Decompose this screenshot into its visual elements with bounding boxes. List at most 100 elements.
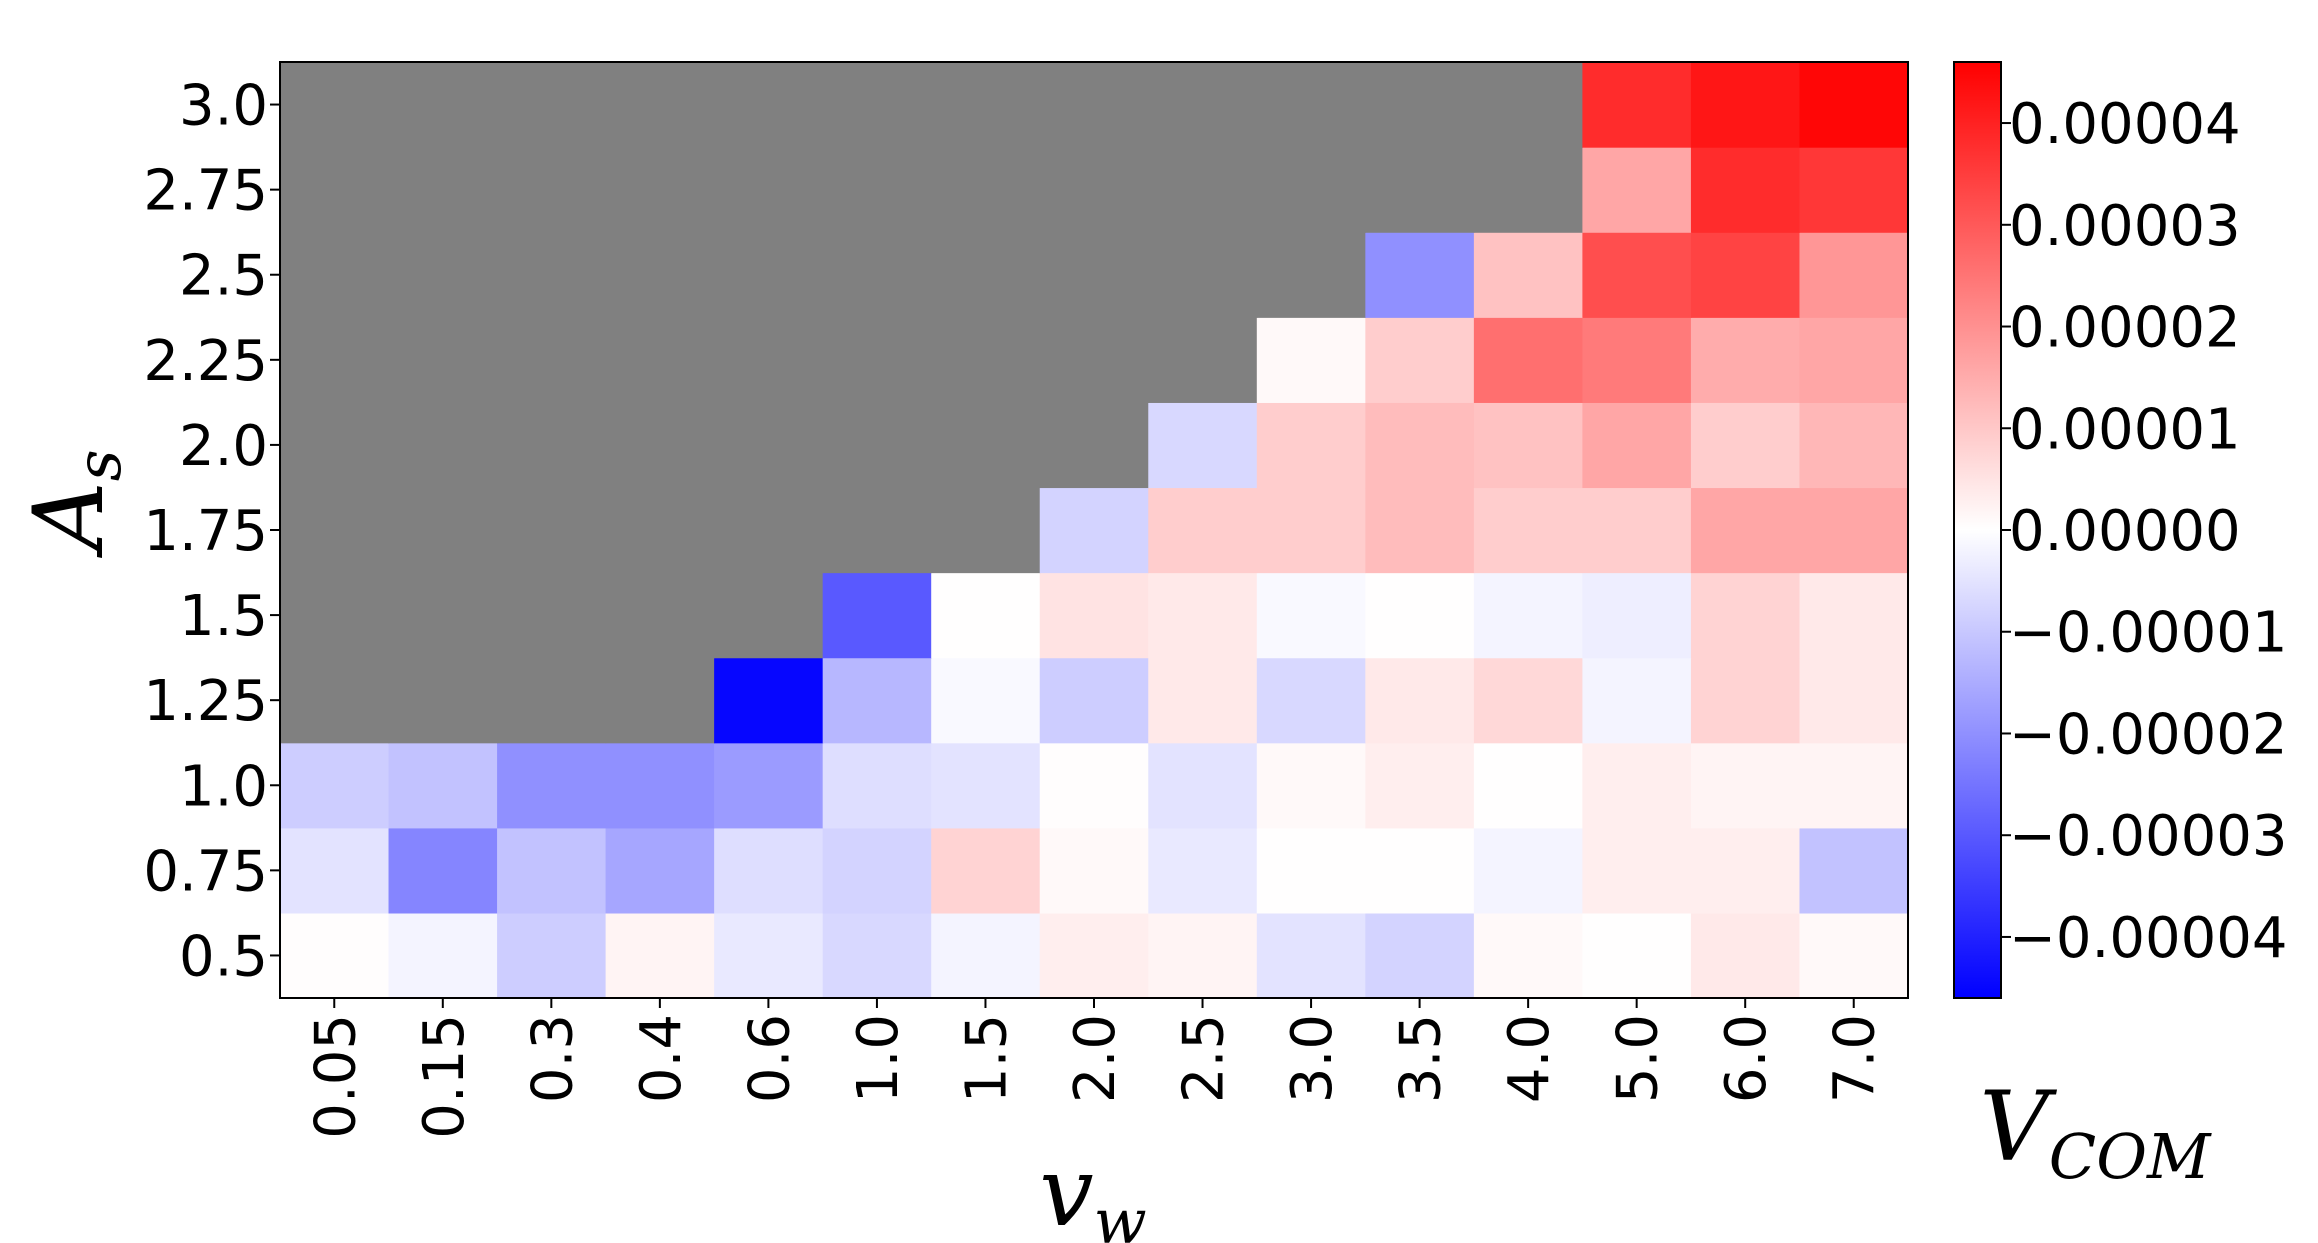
heatmap-cell: [280, 572, 390, 659]
heatmap-cell: [1148, 402, 1258, 489]
heatmap-cell: [497, 657, 607, 744]
heatmap-cell: [1582, 487, 1692, 574]
heatmap-cell: [1365, 657, 1475, 744]
heatmap-cell: [1473, 657, 1583, 744]
heatmap-cell: [1148, 657, 1258, 744]
heatmap-cell: [1799, 912, 1909, 999]
y-tick-label: 0.75: [143, 839, 268, 904]
heatmap-cell: [822, 742, 932, 829]
heatmap-cell: [605, 742, 715, 829]
heatmap-cell: [1473, 487, 1583, 574]
heatmap-cell: [1473, 62, 1583, 148]
x-tick-label: 0.4: [629, 1014, 694, 1103]
y-tick-label: 2.25: [143, 329, 268, 394]
heatmap-cell: [1256, 62, 1366, 148]
heatmap-cell: [497, 402, 607, 489]
heatmap-cell: [1690, 317, 1801, 403]
heatmap-cell: [931, 317, 1041, 403]
heatmap-cell: [822, 402, 932, 489]
heatmap-cell: [1473, 912, 1583, 999]
colorbar-tick-label: −0.00002: [2009, 702, 2288, 767]
heatmap-cell: [931, 487, 1041, 574]
heatmap-cell: [931, 147, 1041, 233]
heatmap-cell: [1039, 572, 1149, 659]
x-tick-label: 4.0: [1497, 1014, 1562, 1103]
heatmap-cell: [280, 487, 390, 574]
heatmap-cell: [1039, 402, 1149, 489]
heatmap-cell: [1039, 62, 1149, 148]
colorbar-tick-label: 0.00003: [2009, 194, 2241, 259]
heatmap-cell: [931, 62, 1041, 148]
colorbar: [1953, 61, 2002, 999]
heatmap-cell: [280, 317, 390, 403]
heatmap-cell: [1799, 742, 1909, 829]
x-tick-label: 6.0: [1714, 1014, 1779, 1103]
heatmap-cell: [1473, 827, 1583, 914]
colorbar-tick-label: −0.00003: [2009, 804, 2288, 869]
heatmap-cell: [931, 232, 1041, 318]
heatmap-cell: [1148, 742, 1258, 829]
heatmap-cell: [497, 232, 607, 318]
heatmap-cell: [1690, 657, 1801, 744]
heatmap-cell: [388, 827, 498, 914]
colorbar-tick-label: 0.00001: [2009, 397, 2241, 462]
heatmap-cell: [1148, 317, 1258, 403]
heatmap-cell: [822, 912, 932, 999]
heatmap-cell: [497, 827, 607, 914]
heatmap-cell: [497, 572, 607, 659]
heatmap-cell: [1256, 742, 1366, 829]
heatmap-cell: [1365, 62, 1475, 148]
heatmap-cell: [280, 742, 390, 829]
heatmap-cell: [497, 487, 607, 574]
heatmap-cell: [1582, 62, 1692, 148]
y-tick-label: 1.5: [179, 584, 268, 649]
heatmap-cell: [1256, 657, 1366, 744]
y-tick-label: 2.5: [179, 244, 268, 309]
heatmap-cell: [1256, 402, 1366, 489]
heatmap-cell: [497, 317, 607, 403]
heatmap-cell: [1690, 232, 1801, 318]
x-tick-label: 3.5: [1389, 1014, 1454, 1103]
heatmap-cell: [931, 572, 1041, 659]
heatmap-cell: [1039, 912, 1149, 999]
heatmap-cell: [1799, 402, 1909, 489]
heatmap-cell: [388, 402, 498, 489]
heatmap-cell: [822, 572, 932, 659]
y-axis-label: As: [13, 449, 135, 558]
heatmap-cell: [388, 147, 498, 233]
heatmap-cell: [1148, 62, 1258, 148]
heatmap-cell: [714, 742, 824, 829]
heatmap-cell: [605, 572, 715, 659]
heatmap-cell: [1365, 572, 1475, 659]
y-tick-label: 0.5: [179, 924, 268, 989]
x-tick-label: 2.5: [1172, 1014, 1237, 1103]
heatmap-cell: [1039, 657, 1149, 744]
y-tick-label: 3.0: [179, 74, 268, 139]
colorbar-tick-label: 0.00000: [2009, 499, 2241, 564]
heatmap-cell: [822, 147, 932, 233]
y-tick-labels: 0.5 0.75 1.0 1.25 1.5 1.75 2.0 2.25 2.5 2.75 3.0: [143, 74, 280, 989]
heatmap-cell: [497, 147, 607, 233]
heatmap-cell: [1690, 62, 1801, 148]
heatmap-cell: [1256, 232, 1366, 318]
heatmap-cell: [1256, 487, 1366, 574]
heatmap-cell: [388, 317, 498, 403]
heatmap-cell: [1365, 147, 1475, 233]
colorbar-tick-label: 0.00004: [2009, 92, 2241, 157]
heatmap-cell: [388, 62, 498, 148]
heatmap-cell: [714, 487, 824, 574]
heatmap-cell: [497, 912, 607, 999]
heatmap-cell: [822, 827, 932, 914]
x-tick-label: 0.05: [303, 1014, 368, 1139]
heatmap-cell: [822, 232, 932, 318]
heatmap-cell: [280, 657, 390, 744]
heatmap-cell: [1582, 317, 1692, 403]
heatmap-cell: [1582, 147, 1692, 233]
heatmap-cell: [1473, 147, 1583, 233]
x-tick-label: 0.6: [737, 1014, 802, 1103]
heatmap-cell: [1690, 487, 1801, 574]
heatmap-cell: [714, 62, 824, 148]
heatmap-cell: [1473, 742, 1583, 829]
heatmap-cell: [1690, 912, 1801, 999]
